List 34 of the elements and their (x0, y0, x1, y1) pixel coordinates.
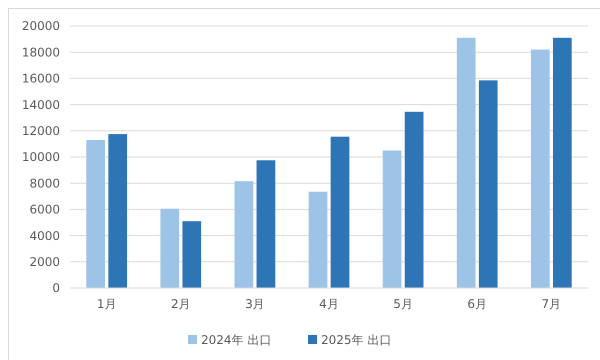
bar (330, 136, 350, 288)
y-tick-label: 0 (52, 281, 60, 296)
x-tick-label: 4月 (319, 297, 339, 311)
legend-label: 2024年 出口 (201, 333, 272, 348)
bar (234, 181, 254, 288)
bar (552, 38, 572, 288)
y-tick-label: 4000 (29, 228, 60, 243)
y-tick-label: 14000 (22, 98, 60, 112)
bar (456, 38, 476, 288)
y-tick-label: 6000 (29, 202, 60, 217)
x-tick-label: 1月 (96, 297, 117, 311)
y-tick-label: 16000 (22, 72, 60, 86)
y-tick-label: 20000 (22, 19, 60, 34)
bar (160, 208, 180, 288)
y-tick-label: 12000 (22, 124, 60, 138)
bar (108, 134, 128, 288)
y-tick-label: 2000 (29, 255, 60, 269)
bar (182, 221, 202, 288)
bar (478, 80, 498, 288)
x-tick-label: 5月 (393, 297, 413, 311)
y-tick-label: 18000 (22, 45, 60, 60)
x-tick-label: 2月 (170, 297, 191, 311)
x-tick-label: 7月 (541, 297, 562, 311)
x-tick-label: 6月 (467, 297, 488, 311)
bar (382, 150, 402, 288)
bar (86, 140, 106, 288)
legend-label: 2025年 出口 (321, 333, 392, 348)
bar (256, 160, 276, 288)
bar (530, 50, 550, 288)
y-tick-label: 8000 (29, 176, 60, 190)
bar (404, 112, 424, 288)
bar (308, 192, 328, 288)
x-tick-label: 3月 (245, 297, 265, 311)
y-tick-label: 10000 (22, 150, 60, 164)
